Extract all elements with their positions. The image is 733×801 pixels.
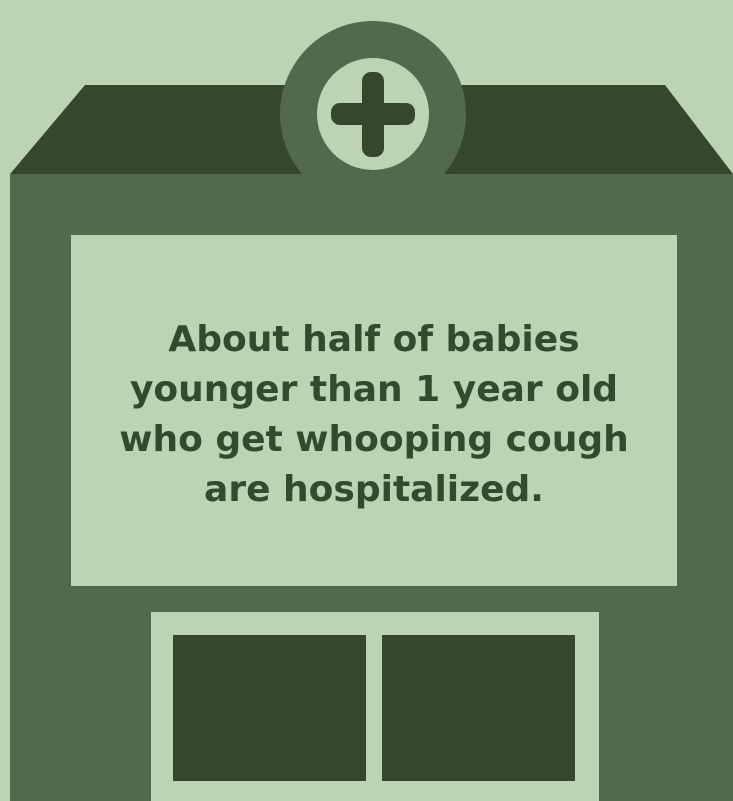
message-text: About half of babies younger than 1 year… [119,318,629,510]
message-sign: About half of babies younger than 1 year… [71,235,677,586]
medical-cross-icon [280,21,466,207]
left-door-panel [173,635,366,781]
right-door-panel [382,635,575,781]
